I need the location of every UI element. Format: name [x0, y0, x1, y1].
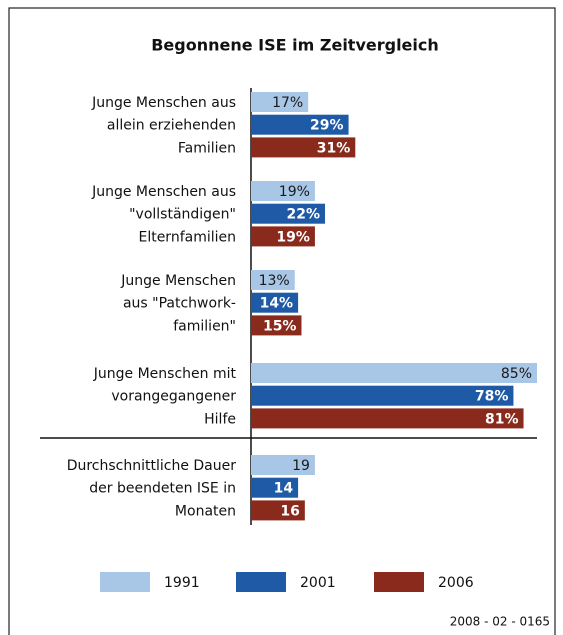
bar — [251, 203, 326, 224]
bar — [251, 455, 315, 475]
value-label: 19 — [292, 458, 310, 474]
footnote: 2008 - 02 - 0165 — [450, 615, 550, 629]
bar — [251, 181, 315, 201]
value-label: 17% — [272, 95, 303, 111]
category-label: Junge Menschen — [120, 273, 236, 289]
value-label: 19% — [279, 184, 310, 200]
bar — [251, 137, 356, 158]
value-label: 22% — [287, 207, 321, 223]
category-label: Monaten — [175, 503, 236, 519]
category-label: aus "Patchwork- — [123, 296, 236, 312]
frame — [8, 7, 556, 635]
value-label: 31% — [317, 140, 351, 156]
bar — [251, 315, 302, 336]
bar — [251, 408, 524, 429]
bar — [251, 114, 349, 135]
category-label: Junge Menschen aus — [91, 95, 236, 111]
bar — [251, 477, 299, 498]
category-label: familien" — [173, 318, 236, 334]
legend-label: 1991 — [164, 575, 200, 591]
value-label: 16 — [280, 503, 299, 519]
value-label: 19% — [276, 229, 310, 245]
category-label: allein erziehenden — [107, 118, 236, 134]
category-label: "vollständigen" — [129, 207, 236, 223]
legend-label: 2006 — [438, 575, 474, 591]
bar — [251, 226, 315, 247]
value-label: 85% — [501, 366, 532, 382]
legend-label: 2001 — [300, 575, 336, 591]
legend-swatch — [374, 572, 424, 592]
value-label: 29% — [310, 118, 344, 134]
bar — [251, 385, 514, 406]
value-label: 15% — [263, 318, 297, 334]
bar — [251, 92, 309, 112]
category-label: Junge Menschen mit — [93, 366, 237, 382]
chart-title: Begonnene ISE im Zeitvergleich — [151, 36, 439, 55]
legend-swatch — [236, 572, 286, 592]
bar — [251, 270, 295, 290]
category-label: Hilfe — [204, 411, 236, 427]
bar — [251, 500, 305, 521]
category-label: Durchschnittliche Dauer — [67, 458, 237, 474]
legend-swatch — [100, 572, 150, 592]
category-label: Elternfamilien — [138, 229, 236, 245]
value-label: 14 — [274, 481, 294, 497]
value-label: 14% — [260, 296, 294, 312]
value-label: 81% — [485, 411, 519, 427]
bar — [251, 363, 537, 383]
category-label: der beendeten ISE in — [89, 481, 236, 497]
value-label: 13% — [259, 273, 290, 289]
value-label: 78% — [475, 389, 509, 405]
category-label: vorangegangener — [111, 389, 236, 405]
category-label: Familien — [178, 140, 236, 156]
category-label: Junge Menschen aus — [91, 184, 236, 200]
bar — [251, 292, 299, 313]
